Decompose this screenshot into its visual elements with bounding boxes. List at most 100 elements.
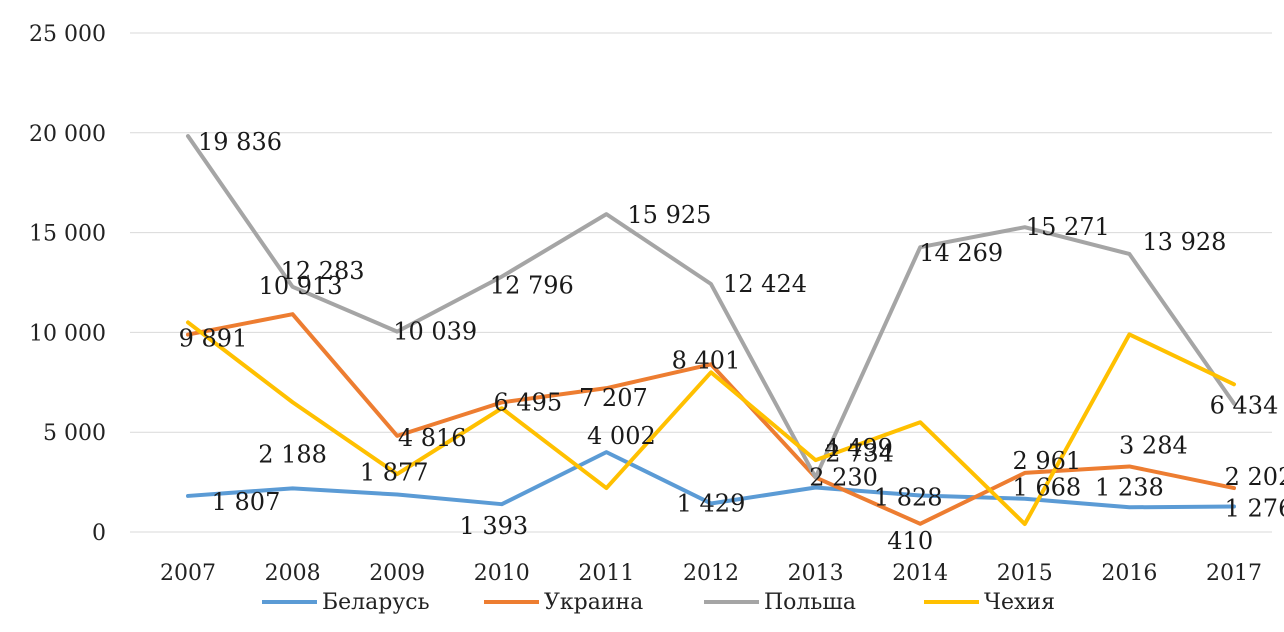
y-tick-label: 10 000: [29, 321, 106, 346]
data-point: [292, 286, 294, 288]
data-label: 9 891: [179, 325, 248, 353]
data-label: 8 401: [672, 346, 741, 374]
data-point: [1128, 465, 1130, 467]
legend: Беларусь Украина Польша Чехия: [262, 590, 1055, 615]
data-point: [1128, 506, 1130, 508]
x-tick-label: 2011: [578, 561, 634, 586]
data-point: [710, 283, 712, 285]
data-label: 1 807: [212, 488, 281, 516]
data-point: [605, 487, 607, 489]
data-point: [605, 451, 607, 453]
data-point: [1024, 498, 1026, 500]
data-label: 13 928: [1142, 228, 1226, 256]
data-point: [396, 331, 398, 333]
data-label: 2 202: [1225, 463, 1284, 491]
data-point: [1233, 506, 1235, 508]
data-label: 2 961: [1012, 447, 1081, 475]
x-tick-label: 2013: [788, 561, 844, 586]
x-tick-label: 2009: [369, 561, 425, 586]
data-point: [187, 135, 189, 137]
data-label: 1 276: [1225, 495, 1284, 523]
x-tick-label: 2017: [1206, 561, 1262, 586]
legend-item: Беларусь: [262, 590, 430, 615]
y-tick-label: 20 000: [29, 122, 106, 147]
legend-label: Украина: [544, 590, 643, 615]
data-label: 1 828: [874, 484, 943, 512]
data-point: [292, 487, 294, 489]
data-point: [501, 276, 503, 278]
data-label: 2 188: [258, 440, 327, 468]
data-point: [710, 363, 712, 365]
data-label: 10 913: [259, 272, 343, 300]
data-point: [815, 476, 817, 478]
data-point: [1233, 403, 1235, 405]
data-label: 12 424: [723, 270, 807, 298]
data-label: 1 393: [459, 512, 528, 540]
data-point: [605, 213, 607, 215]
legend-item: Украина: [484, 590, 643, 615]
y-tick-label: 15 000: [29, 222, 106, 247]
legend-label: Польша: [764, 590, 856, 615]
data-point: [710, 371, 712, 373]
data-point: [501, 401, 503, 403]
data-point: [396, 473, 398, 475]
legend-item: Польша: [704, 590, 856, 615]
data-point: [1233, 487, 1235, 489]
data-point: [919, 495, 921, 497]
data-label: 1 429: [677, 489, 746, 517]
x-tick-label: 2016: [1101, 561, 1157, 586]
data-point: [396, 494, 398, 496]
data-label: 3 284: [1119, 431, 1188, 459]
data-point: [815, 486, 817, 488]
data-label: 14 269: [919, 239, 1003, 267]
y-tick-label: 0: [92, 521, 106, 546]
data-label: 12 283: [281, 257, 365, 285]
data-point: [919, 421, 921, 423]
data-point: [1233, 383, 1235, 385]
data-label: 4 002: [587, 422, 656, 450]
y-axis-ticks: 0 5 000 10 000 15 000 20 000 25 000: [29, 22, 106, 546]
x-tick-label: 2008: [265, 561, 321, 586]
data-label: 2 230: [809, 463, 878, 491]
data-label: 12 796: [490, 272, 574, 300]
data-point: [187, 321, 189, 323]
data-label: 1 877: [360, 459, 429, 487]
data-label: 1 238: [1095, 473, 1164, 501]
data-point: [396, 435, 398, 437]
series-lines: [186, 134, 1236, 527]
data-point: [919, 246, 921, 248]
data-label: 15 271: [1026, 213, 1110, 241]
data-point: [501, 503, 503, 505]
data-point: [187, 495, 189, 497]
data-label: 6 434: [1210, 392, 1279, 420]
y-tick-label: 25 000: [29, 22, 106, 47]
legend-label: Беларусь: [322, 590, 430, 615]
data-label: 10 039: [393, 318, 477, 346]
data-point: [292, 401, 294, 403]
data-point: [501, 407, 503, 409]
x-tick-label: 2010: [474, 561, 530, 586]
data-point: [1128, 253, 1130, 255]
legend-label: Чехия: [984, 590, 1055, 615]
data-point: [815, 459, 817, 461]
data-point: [1024, 226, 1026, 228]
data-point: [292, 313, 294, 315]
data-label: 7 207: [579, 384, 648, 412]
x-tick-label: 2015: [997, 561, 1053, 586]
data-label: 1 668: [1012, 474, 1081, 502]
data-point: [1024, 523, 1026, 525]
x-axis-ticks: 2007 2008 2009 2010 2011 2012 2013 2014 2015 2016…: [160, 561, 1262, 586]
data-point: [1128, 333, 1130, 335]
data-point: [710, 502, 712, 504]
y-tick-label: 5 000: [43, 421, 106, 446]
data-point: [605, 387, 607, 389]
data-label: 4 816: [398, 424, 467, 452]
data-point: [919, 523, 921, 525]
gridlines: [130, 32, 1272, 533]
x-tick-label: 2007: [160, 561, 216, 586]
data-point: [1024, 472, 1026, 474]
data-label: 4 499: [824, 434, 893, 462]
x-tick-label: 2012: [683, 561, 739, 586]
